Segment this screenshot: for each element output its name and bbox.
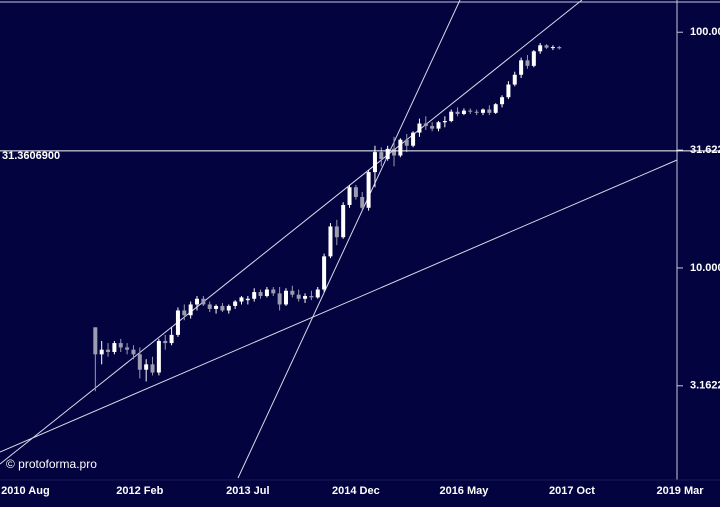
candle-body: [125, 347, 130, 350]
x-tick-label: 2016 May: [439, 485, 489, 497]
candle-body: [315, 289, 320, 298]
candle-body: [461, 110, 466, 114]
trend-line: [0, 0, 583, 465]
candle-body: [398, 139, 403, 156]
candle-body: [220, 305, 225, 311]
candle-body: [150, 364, 155, 373]
candle-body: [347, 187, 352, 205]
candle-body: [449, 111, 454, 122]
candle-body: [328, 226, 333, 257]
candle-body: [430, 126, 435, 129]
candle-body: [188, 304, 193, 316]
x-tick-label: 2013 Jul: [226, 485, 269, 497]
candle-body: [156, 340, 161, 373]
watermark: © protoforma.pro: [6, 457, 97, 471]
candle-body: [392, 148, 397, 156]
x-tick-label: 2019 Mar: [656, 485, 704, 497]
candle-body: [271, 289, 276, 294]
x-tick-label: 2017 Oct: [549, 485, 595, 497]
candle-body: [214, 305, 219, 309]
candle-body: [379, 152, 384, 159]
candle-body: [118, 343, 123, 348]
candles: [93, 43, 562, 392]
candle-body: [303, 296, 308, 299]
candle-body: [487, 109, 492, 113]
candle-body: [353, 187, 358, 197]
candle-body: [512, 74, 517, 85]
candle-body: [182, 310, 187, 316]
candle-body: [531, 51, 536, 66]
candle-body: [366, 172, 371, 208]
candle-body: [411, 132, 416, 146]
candle-body: [322, 256, 327, 290]
trend-line: [237, 0, 461, 479]
candle-body: [201, 298, 206, 305]
candle-body: [93, 327, 98, 355]
x-tick-label: 2012 Feb: [116, 485, 163, 497]
candle-body: [538, 45, 543, 52]
candle-body: [557, 47, 562, 49]
candle-body: [385, 148, 390, 159]
candle-body: [372, 152, 377, 173]
candle-body: [226, 305, 231, 311]
candle-body: [264, 289, 269, 297]
candle-body: [360, 196, 365, 208]
candle-body: [277, 293, 282, 305]
candle-body: [423, 123, 428, 127]
candle-body: [112, 343, 117, 352]
trend-line: [0, 159, 678, 453]
candle-body: [309, 296, 314, 298]
candle-body: [334, 226, 339, 238]
candle-body: [239, 297, 244, 302]
candle-body: [341, 204, 346, 238]
candle-body: [258, 292, 263, 297]
candle-body: [480, 109, 485, 113]
candle-body: [442, 121, 447, 123]
candle-body: [137, 354, 142, 370]
candle-body: [519, 60, 524, 75]
candle-body: [500, 97, 505, 105]
y-tick-label: 10.000: [690, 262, 720, 274]
candle-body: [131, 349, 136, 355]
candle-body: [290, 290, 295, 295]
candle-body: [468, 110, 473, 112]
candle-body: [544, 45, 549, 48]
candle-body: [296, 294, 301, 299]
candle-body: [144, 364, 149, 370]
candle-body: [506, 84, 511, 98]
candle-body: [245, 298, 250, 301]
candle-body: [525, 60, 530, 66]
candle-body: [283, 290, 288, 305]
candle-body: [99, 349, 104, 355]
candle-body: [404, 139, 409, 146]
horizontal-line-label: 31.3606900: [2, 150, 60, 162]
candle-body: [417, 123, 422, 133]
candle-body: [252, 292, 257, 299]
y-tick-label: 31.622: [690, 144, 720, 156]
candle-body: [169, 334, 174, 344]
candle-body: [493, 104, 498, 113]
candle-body: [436, 122, 441, 129]
candle-body: [106, 349, 111, 352]
candle-body: [175, 310, 180, 335]
candle-body: [233, 301, 238, 306]
candle-body: [550, 47, 555, 49]
candle-body: [163, 340, 168, 344]
y-tick-label: 100.00: [690, 26, 720, 38]
candle-body: [195, 298, 200, 305]
candle-body: [474, 111, 479, 113]
candle-body: [207, 304, 212, 309]
x-tick-label: 2014 Dec: [332, 485, 380, 497]
candle-body: [455, 111, 460, 114]
x-tick-label: 2010 Aug: [1, 485, 50, 497]
